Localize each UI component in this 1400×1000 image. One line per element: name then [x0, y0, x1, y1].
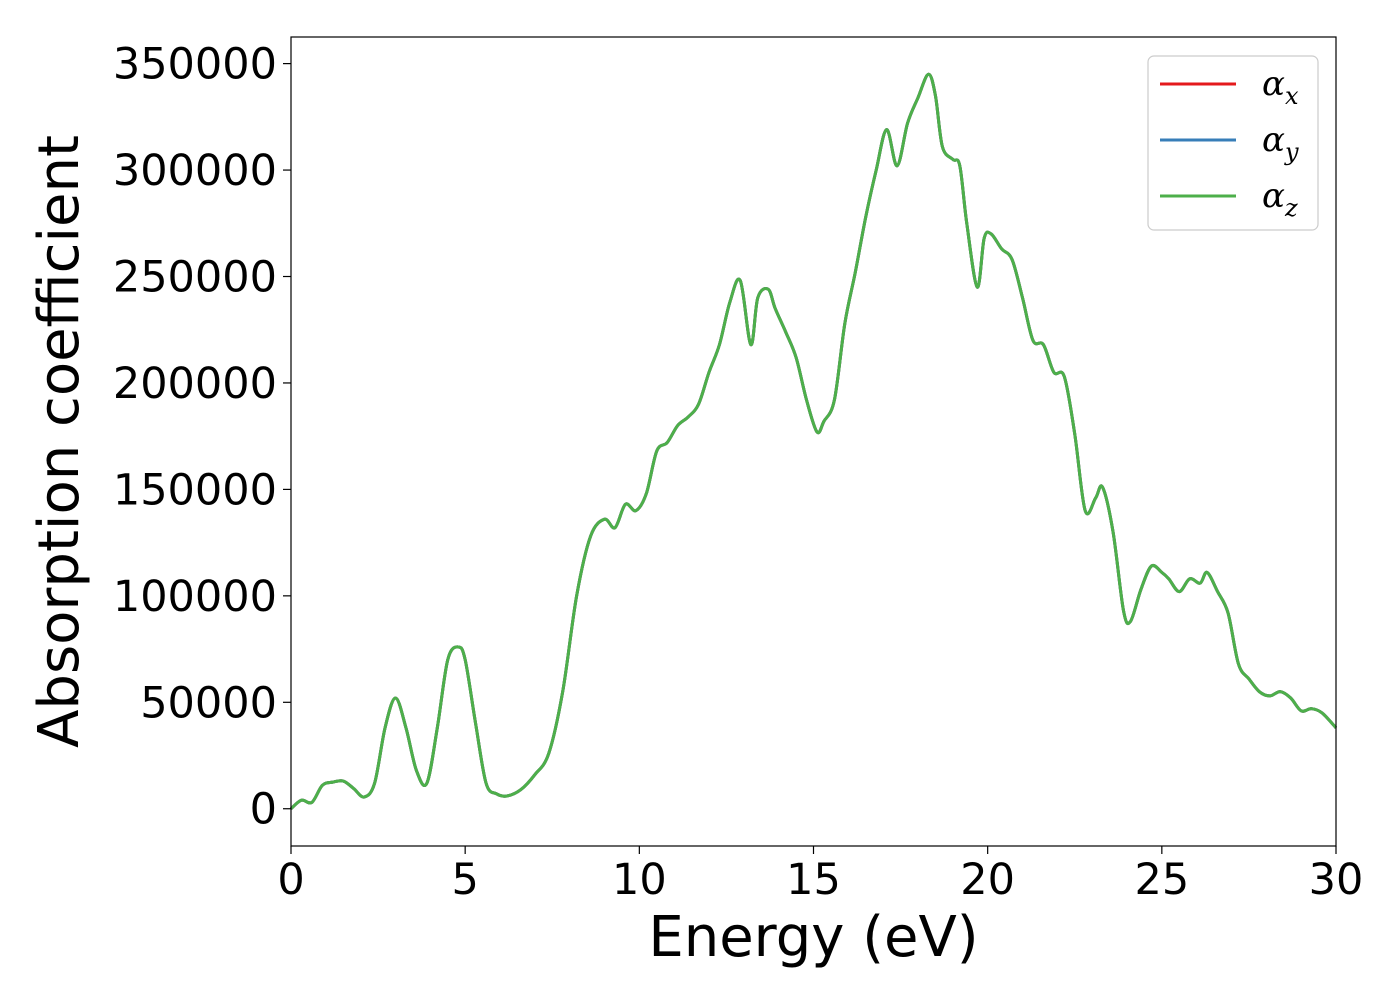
- y-tick-label: 100000: [113, 572, 277, 622]
- y-tick-label: 200000: [113, 359, 277, 409]
- legend-label-y: αy: [1262, 120, 1299, 166]
- series-line-z: [289, 72, 1338, 810]
- y-tick-label: 0: [250, 785, 277, 835]
- legend-label-z: αz: [1262, 176, 1298, 222]
- legend-box: [1147, 55, 1319, 231]
- x-axis-ticks: 0 5 10 15 20 25 30: [277, 846, 1363, 905]
- x-tick-label: 20: [960, 855, 1015, 905]
- x-tick-label: 5: [451, 855, 478, 905]
- series-layer: [289, 72, 1338, 810]
- x-tick-label: 15: [786, 855, 841, 905]
- x-tick-label: 10: [612, 855, 667, 905]
- y-tick-label: 300000: [113, 146, 277, 196]
- y-tick-label: 350000: [113, 40, 277, 90]
- x-tick-label: 0: [277, 855, 304, 905]
- x-tick-label: 25: [1134, 855, 1189, 905]
- y-axis-title: Absorption coefficient: [27, 135, 92, 748]
- y-axis-ticks: 0 50000 100000 150000 200000 250000 300000 3500…: [113, 40, 291, 835]
- y-tick-label: 250000: [113, 253, 277, 303]
- x-axis-title: Energy (eV): [648, 905, 978, 970]
- y-tick-label: 50000: [140, 678, 277, 728]
- y-tick-label: 150000: [113, 465, 277, 515]
- legend: αx αy αz: [1147, 55, 1319, 231]
- x-tick-label: 30: [1309, 855, 1364, 905]
- legend-label-x: αx: [1262, 64, 1299, 110]
